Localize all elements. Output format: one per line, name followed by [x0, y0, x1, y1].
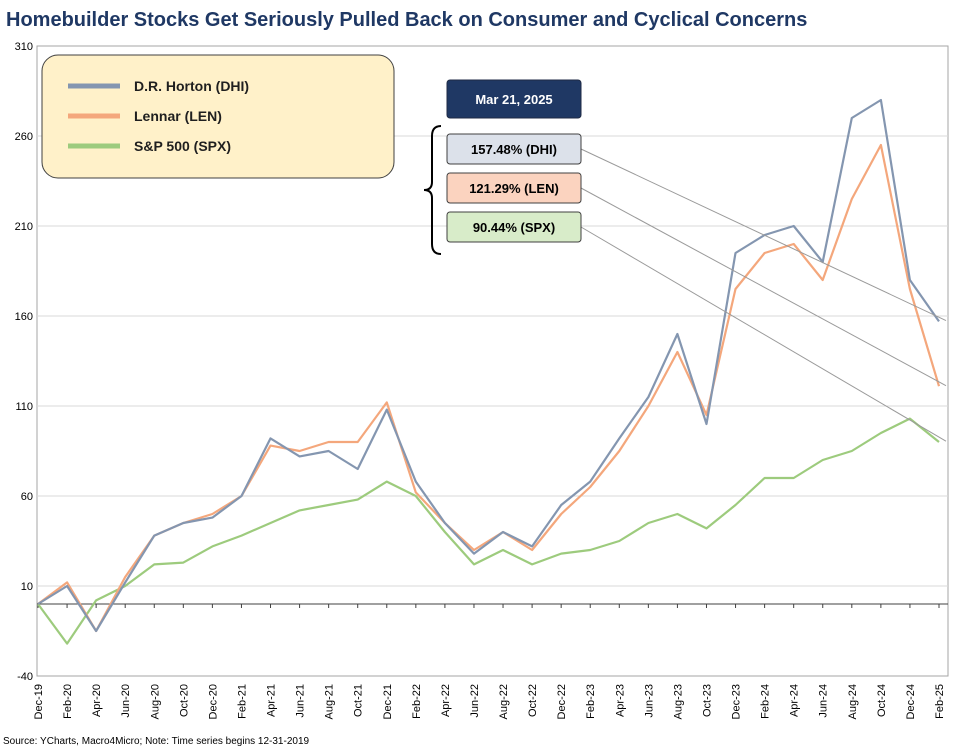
x-tick-label: Dec-23 — [731, 684, 743, 719]
x-tick-label: Aug-23 — [672, 684, 684, 719]
legend-label: Lennar (LEN) — [134, 108, 222, 124]
connector-line — [580, 226, 947, 442]
x-tick-label: Feb-22 — [411, 684, 423, 719]
x-tick-label: Aug-24 — [847, 684, 859, 719]
x-tick-label: Apr-21 — [266, 684, 278, 717]
bracket — [423, 125, 442, 255]
x-tick-label: Apr-20 — [91, 684, 103, 717]
x-tick-label: Jun-24 — [818, 684, 830, 718]
x-tick-label: Feb-24 — [760, 684, 772, 719]
connector-line — [580, 187, 947, 387]
x-tick-label: Feb-21 — [236, 684, 248, 719]
y-tick-label: -40 — [17, 671, 33, 683]
endpoint-box — [446, 211, 582, 243]
x-tick-label: Dec-22 — [556, 684, 568, 719]
x-tick-label: Apr-22 — [440, 684, 452, 717]
y-tick-label: 260 — [15, 131, 33, 143]
x-tick-label: Aug-21 — [324, 684, 336, 719]
endpoint-box — [446, 172, 582, 204]
series-line — [37, 417, 940, 645]
date-label: Mar 21, 2025 — [475, 92, 552, 107]
x-tick-label: Aug-20 — [149, 684, 161, 719]
x-tick-label: Oct-23 — [701, 684, 713, 717]
date-box — [446, 79, 582, 119]
endpoint-box — [446, 133, 582, 165]
series-line — [37, 98, 940, 633]
source-note: Source: YCharts, Macro4Micro; Note: Time… — [3, 736, 310, 747]
legend-box — [41, 54, 395, 179]
x-tick-label: Oct-20 — [178, 684, 190, 717]
x-tick-label: Oct-24 — [876, 684, 888, 717]
y-tick-label: 110 — [15, 401, 33, 413]
series-layer — [37, 98, 941, 645]
x-tick-label: Aug-22 — [498, 684, 510, 719]
y-tick-label: 310 — [15, 41, 33, 53]
x-tick-label: Dec-19 — [33, 684, 45, 719]
x-tick-label: Oct-21 — [353, 684, 365, 717]
y-tick-label: 160 — [15, 311, 33, 323]
x-tick-label: Oct-22 — [527, 684, 539, 717]
x-tick-label: Jun-21 — [295, 684, 307, 718]
grid-layer — [37, 135, 948, 587]
x-tick-label: Apr-24 — [789, 684, 801, 717]
x-tick-label: Feb-25 — [934, 684, 946, 719]
x-tick-label: Jun-22 — [469, 684, 481, 718]
legend: D.R. Horton (DHI) Lennar (LEN) S&P 500 (SP… — [41, 54, 395, 179]
x-tick-label: Dec-20 — [207, 684, 219, 719]
endpoint-label: 90.44% (SPX) — [473, 220, 555, 235]
y-tick-label: 60 — [21, 491, 33, 503]
y-tick-label: 10 — [21, 581, 33, 593]
legend-label: S&P 500 (SPX) — [134, 138, 231, 154]
x-tick-label: Apr-23 — [614, 684, 626, 717]
y-tick-label: 210 — [15, 221, 33, 233]
connector-line — [580, 148, 947, 321]
chart-title: Homebuilder Stocks Get Seriously Pulled … — [6, 9, 807, 31]
x-tick-label: Jun-20 — [120, 684, 132, 718]
endpoint-label: 121.29% (LEN) — [469, 181, 559, 196]
legend-label: D.R. Horton (DHI) — [134, 78, 249, 94]
x-tick-label: Jun-23 — [643, 684, 655, 718]
x-tick-label: Dec-21 — [382, 684, 394, 719]
plot-area-frame — [36, 45, 949, 677]
x-tick-label: Dec-24 — [905, 684, 917, 719]
x-tick-label: Feb-20 — [62, 684, 74, 719]
connector-layer — [580, 148, 947, 442]
endpoint-label: 157.48% (DHI) — [471, 142, 557, 157]
x-tick-label: Feb-23 — [585, 684, 597, 719]
endpoint-annotations: Mar 21, 2025 157.48% (DHI) 121.29% (LEN) 90… — [423, 79, 582, 255]
